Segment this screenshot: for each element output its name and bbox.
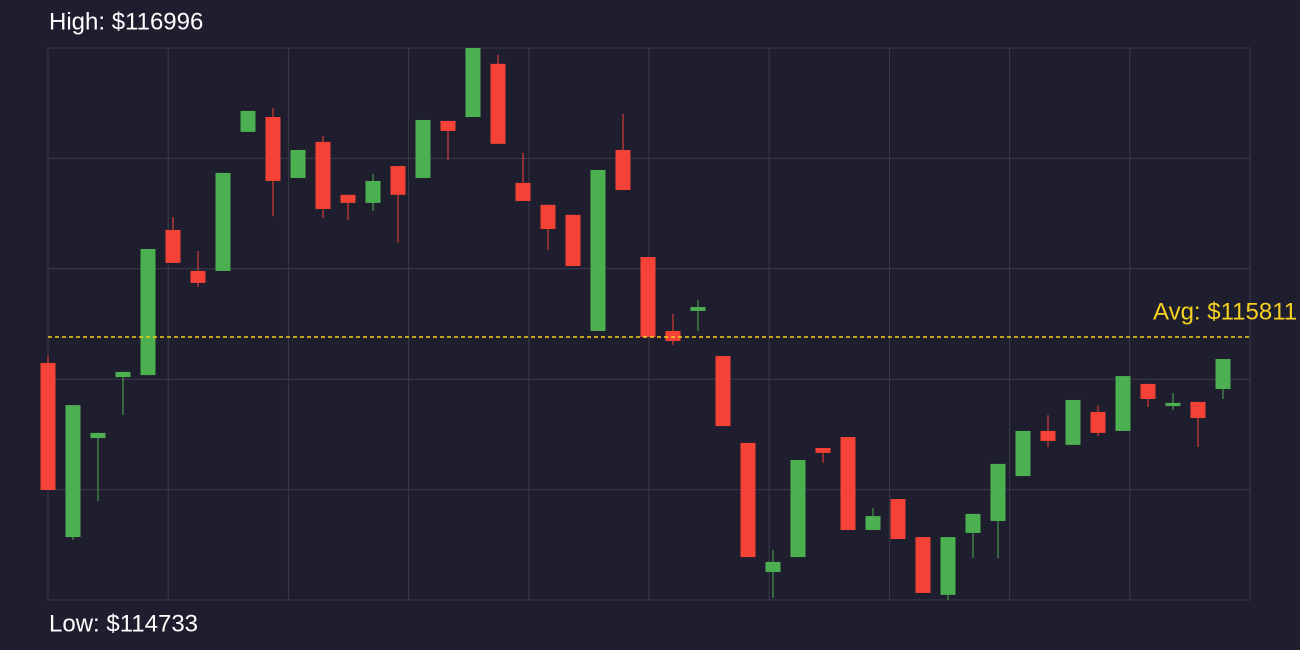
low-label: Low: $114733 xyxy=(49,610,198,637)
candle-body xyxy=(840,437,856,530)
candle-body xyxy=(490,63,506,144)
candle-body xyxy=(140,248,156,376)
candle-body xyxy=(1065,399,1081,445)
candle-body xyxy=(615,149,631,190)
candle-body xyxy=(915,537,931,593)
candle-body xyxy=(1015,430,1031,477)
candle-body xyxy=(215,172,231,271)
candle-body xyxy=(365,180,381,203)
candle-body xyxy=(190,270,206,283)
candle-body xyxy=(90,432,106,439)
plot-border xyxy=(47,47,1251,601)
candle-body xyxy=(465,48,481,118)
candle-body xyxy=(965,513,981,533)
candle-body xyxy=(690,307,706,311)
candle-body xyxy=(790,459,806,558)
candle-body xyxy=(740,442,756,558)
candle-body xyxy=(765,561,781,572)
candle-body xyxy=(890,499,906,540)
candle-body xyxy=(715,356,731,427)
candle-body xyxy=(315,141,331,209)
candle-body xyxy=(1215,359,1231,390)
candle-body xyxy=(1115,376,1131,431)
candle-body xyxy=(640,257,656,338)
candle-body xyxy=(1090,411,1106,433)
average-label: Avg: $115811 xyxy=(1153,298,1297,325)
candle-body xyxy=(565,214,581,267)
candle-body xyxy=(1165,402,1181,407)
candle-body xyxy=(815,448,831,453)
candle-body xyxy=(1040,430,1056,441)
candle-body xyxy=(590,169,606,331)
candle-body xyxy=(115,371,131,378)
candle-body xyxy=(515,182,531,201)
candle-body xyxy=(240,110,256,132)
high-label: High: $116996 xyxy=(49,8,203,35)
candle-body xyxy=(165,229,181,263)
candles xyxy=(40,48,1231,600)
candle-body xyxy=(415,119,431,179)
candle-body xyxy=(390,166,406,195)
candle-body xyxy=(990,463,1006,521)
candle-body xyxy=(1140,383,1156,400)
candle-body xyxy=(265,117,281,181)
candle-body xyxy=(1190,401,1206,419)
candle-body xyxy=(865,516,881,530)
candle-body xyxy=(665,330,681,341)
candle-body xyxy=(540,204,556,229)
candle-body xyxy=(340,194,356,203)
candle-body xyxy=(65,405,81,538)
candle-body xyxy=(290,149,306,179)
candle-body xyxy=(940,537,956,595)
candle-body xyxy=(440,120,456,131)
candle-body xyxy=(40,362,56,490)
